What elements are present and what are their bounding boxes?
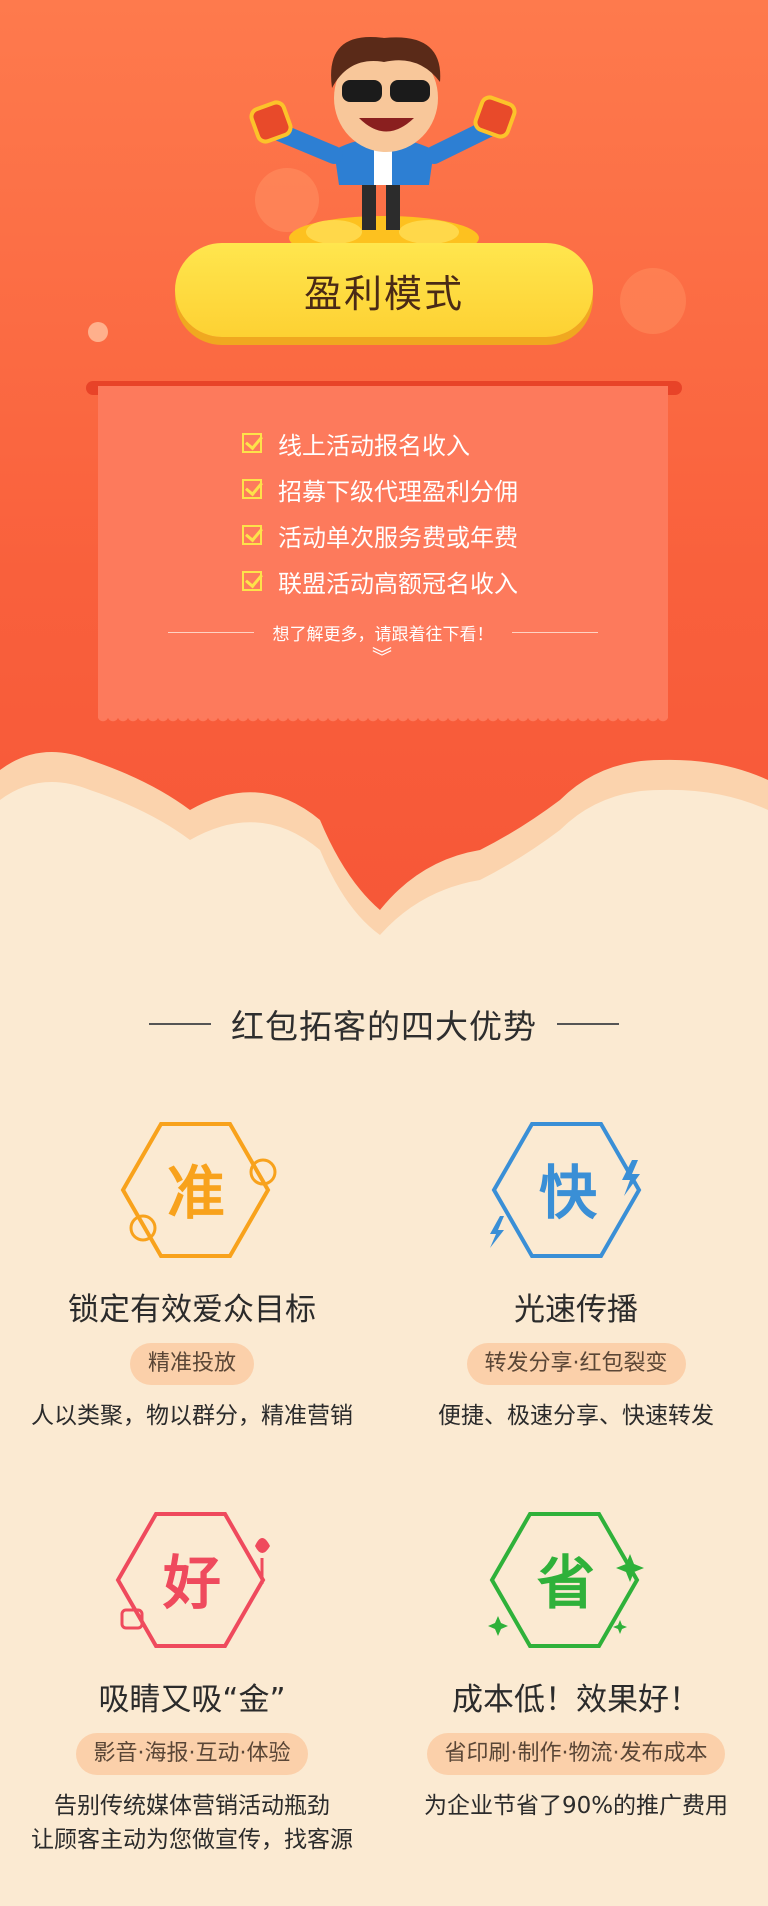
decor-bubble (255, 168, 319, 232)
list-item: 联盟活动高额冠名收入 (242, 558, 518, 604)
hexagon-badge-good (115, 1512, 270, 1648)
red-envelope-icon (473, 95, 517, 139)
card-title: 吸睛又吸“金” (98, 1682, 286, 1718)
badge-char: 好 (162, 1549, 221, 1617)
card-tag: 精准投放 (129, 1343, 254, 1385)
hero-title: 盈利模式 (175, 243, 593, 337)
card-title: 光速传播 (514, 1292, 638, 1328)
mascot-illustration (249, 37, 517, 260)
sunglasses (342, 80, 382, 102)
divider (149, 1023, 211, 1025)
divider (168, 632, 254, 633)
cloud-divider (0, 752, 768, 970)
card-title: 成本低！效果好！ (452, 1682, 700, 1718)
badge-char: 省 (536, 1549, 595, 1617)
checkbox-icon (242, 433, 262, 453)
scroll-panel (98, 386, 668, 726)
checkbox-icon (242, 525, 262, 545)
flower-icon (255, 1538, 270, 1553)
list-item: 招募下级代理盈利分佣 (242, 466, 518, 512)
hexagon-badge-save (488, 1512, 644, 1648)
card-tag: 省印刷·制作·物流·发布成本 (426, 1733, 726, 1775)
decor-bubble (620, 268, 686, 334)
sparkle-icon (488, 1616, 508, 1636)
section-heading: 红包拓客的四大优势 (0, 1000, 768, 1048)
card-desc: 便捷、极速分享、快速转发 (438, 1403, 714, 1429)
checkbox-icon (242, 479, 262, 499)
thumbs-up-icon (120, 1608, 144, 1630)
card-tag: 转发分享·红包裂变 (466, 1343, 686, 1385)
card-desc: 告别传统媒体营销活动瓶劲 让顾客主动为您做宣传，找客源 (31, 1793, 353, 1853)
badge-char: 快 (538, 1159, 597, 1227)
card-title: 锁定有效爱众目标 (68, 1292, 316, 1328)
red-envelope-icon (249, 100, 293, 144)
list-item: 活动单次服务费或年费 (242, 512, 518, 558)
list-item: 线上活动报名收入 (242, 420, 518, 466)
profit-list: 线上活动报名收入 招募下级代理盈利分佣 活动单次服务费或年费 联盟活动高额冠名收… (242, 420, 518, 604)
card-tag: 影音·海报·互动·体验 (75, 1733, 309, 1775)
lightning-icon (622, 1160, 640, 1196)
card-desc: 人以类聚，物以群分，精准营销 (31, 1403, 353, 1429)
decor-bubble (88, 322, 108, 342)
more-hint: 想了解更多，请跟着往下看！ (168, 620, 598, 645)
card-desc: 为企业节省了90%的推广费用 (423, 1793, 729, 1819)
hexagon-badge-accurate (120, 1122, 277, 1258)
chevron-down-icon[interactable]: ︾ (372, 645, 392, 669)
advantage-card: 省 成本低！效果好！ 省印刷·制作·物流·发布成本 为企业节省了90%的推广费用 (384, 1510, 768, 1823)
checkbox-icon (242, 571, 262, 591)
more-text: 想了解更多，请跟着往下看！ (272, 625, 494, 645)
advantage-card: 好 吸睛又吸“金” 影音·海报·互动·体验 告别传统媒体营销活动瓶劲 让顾客主动… (0, 1510, 384, 1857)
divider (512, 632, 598, 633)
divider (557, 1023, 619, 1025)
target-icon (129, 1214, 157, 1242)
badge-char: 准 (166, 1159, 225, 1227)
sparkle-icon (616, 1554, 644, 1582)
lightning-icon (490, 1216, 504, 1248)
advantage-card: 快 光速传播 转发分享·红包裂变 便捷、极速分享、快速转发 (384, 1120, 768, 1433)
hexagon-badge-fast (490, 1122, 642, 1258)
advantage-card: 准 锁定有效爱众目标 精准投放 人以类聚，物以群分，精准营销 (0, 1120, 384, 1433)
